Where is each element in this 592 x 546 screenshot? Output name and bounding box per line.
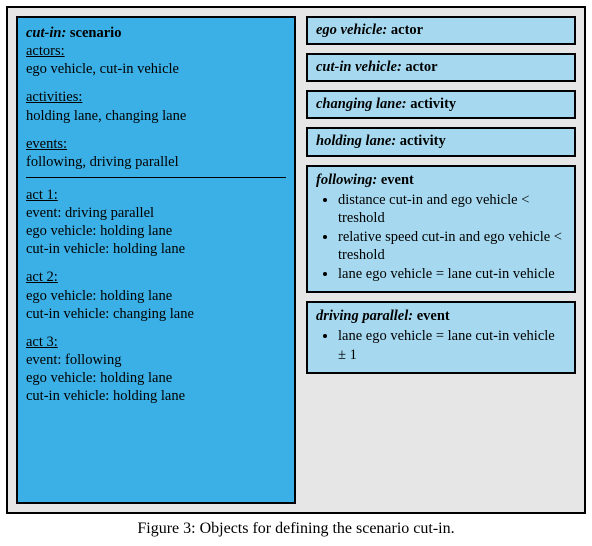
activities-section: activities: holding lane, changing lane [26, 88, 286, 124]
activity-box-holding-type: activity [400, 133, 446, 149]
right-column: ego vehicle: actor cut-in vehicle: actor… [306, 16, 576, 504]
actor-box-ego-key: ego vehicle: [316, 22, 387, 38]
event-following-type: event [381, 172, 414, 188]
event-box-following: following: event distance cut-in and ego… [306, 165, 576, 294]
scenario-header-key: cut-in: [26, 25, 66, 41]
list-item: lane ego vehicle = lane cut-in vehicle ±… [338, 327, 566, 363]
actor-box-cutin: cut-in vehicle: actor [306, 53, 576, 82]
act2-line1: ego vehicle: holding lane [26, 287, 286, 305]
activities-label: activities: [26, 88, 286, 106]
actor-box-cutin-type: actor [405, 59, 437, 75]
activity-box-changing-type: activity [410, 96, 456, 112]
act3-label: act 3: [26, 333, 286, 351]
act2-line2: cut-in vehicle: changing lane [26, 305, 286, 323]
events-section: events: following, driving parallel [26, 135, 286, 171]
actors-label: actors: [26, 42, 286, 60]
act1-label: act 1: [26, 186, 286, 204]
act3-line3: cut-in vehicle: holding lane [26, 387, 286, 405]
figure-caption: Figure 3: Objects for defining the scena… [6, 520, 586, 538]
event-parallel-header: driving parallel: event [316, 307, 566, 325]
list-item: distance cut-in and ego vehicle < tresho… [338, 191, 566, 227]
diagram-container: cut-in: scenario actors: ego vehicle, cu… [6, 6, 586, 514]
scenario-header: cut-in: scenario [26, 24, 286, 42]
separator-line [26, 177, 286, 178]
act3-section: act 3: event: following ego vehicle: hol… [26, 333, 286, 406]
actor-box-ego: ego vehicle: actor [306, 16, 576, 45]
event-following-header: following: event [316, 171, 566, 189]
act1-line1: event: driving parallel [26, 204, 286, 222]
activity-box-changing: changing lane: activity [306, 90, 576, 119]
event-box-parallel: driving parallel: event lane ego vehicle… [306, 301, 576, 373]
act3-line1: event: following [26, 351, 286, 369]
act1-line2: ego vehicle: holding lane [26, 222, 286, 240]
events-label: events: [26, 135, 286, 153]
actors-section: actors: ego vehicle, cut-in vehicle [26, 42, 286, 78]
scenario-header-type: scenario [70, 25, 122, 41]
events-value: following, driving parallel [26, 153, 286, 171]
activities-value: holding lane, changing lane [26, 107, 286, 125]
event-following-bullets: distance cut-in and ego vehicle < tresho… [316, 191, 566, 284]
act2-label: act 2: [26, 268, 286, 286]
activity-box-holding-key: holding lane: [316, 133, 396, 149]
actors-value: ego vehicle, cut-in vehicle [26, 60, 286, 78]
activity-box-changing-key: changing lane: [316, 96, 407, 112]
act1-section: act 1: event: driving parallel ego vehic… [26, 186, 286, 259]
act1-line3: cut-in vehicle: holding lane [26, 240, 286, 258]
activity-box-holding: holding lane: activity [306, 127, 576, 156]
list-item: relative speed cut-in and ego vehicle < … [338, 228, 566, 264]
act2-section: act 2: ego vehicle: holding lane cut-in … [26, 268, 286, 322]
scenario-box: cut-in: scenario actors: ego vehicle, cu… [16, 16, 296, 504]
list-item: lane ego vehicle = lane cut-in vehicle [338, 265, 566, 283]
figure: cut-in: scenario actors: ego vehicle, cu… [0, 0, 592, 542]
event-parallel-bullets: lane ego vehicle = lane cut-in vehicle ±… [316, 327, 566, 363]
act3-line2: ego vehicle: holding lane [26, 369, 286, 387]
actor-box-cutin-key: cut-in vehicle: [316, 59, 402, 75]
actor-box-ego-type: actor [391, 22, 423, 38]
left-column: cut-in: scenario actors: ego vehicle, cu… [16, 16, 296, 504]
event-parallel-type: event [417, 308, 450, 324]
event-following-key: following: [316, 172, 377, 188]
event-parallel-key: driving parallel: [316, 308, 413, 324]
